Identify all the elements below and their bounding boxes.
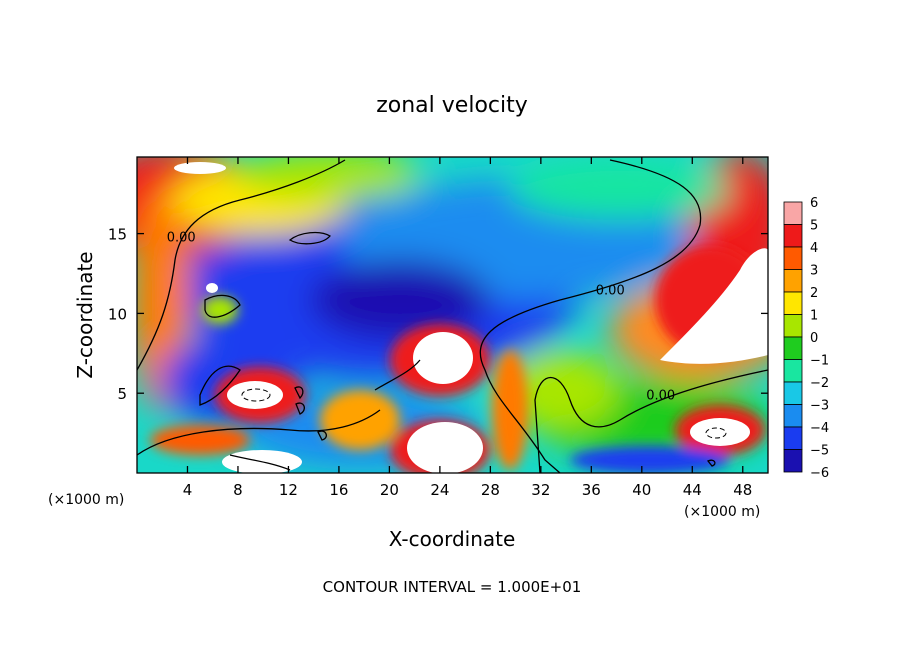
colorbar-swatch xyxy=(783,269,803,293)
x-tick-label: 40 xyxy=(632,481,651,499)
x-tick-label: 4 xyxy=(183,481,193,499)
contour-label: 0.00 xyxy=(646,389,675,404)
x-tick-label: 28 xyxy=(481,481,500,499)
colorbar-swatch xyxy=(783,359,803,383)
x-unit-left: (×1000 m) xyxy=(48,492,124,508)
colorbar-swatch xyxy=(783,314,803,338)
colorbar-swatch xyxy=(783,336,803,360)
plot-frame xyxy=(136,156,769,474)
colorbar-swatch xyxy=(783,224,803,248)
colorbar-label: 6 xyxy=(810,196,818,211)
contour-label: 0.00 xyxy=(167,231,196,246)
y-tick-label: 10 xyxy=(108,305,127,323)
x-tick-label: 20 xyxy=(380,481,399,499)
colorbar-label: −5 xyxy=(810,444,829,459)
colorbar-label: 1 xyxy=(810,309,818,324)
colorbar-label: 2 xyxy=(810,286,818,301)
colorbar-label: −2 xyxy=(810,376,829,391)
colorbar-label: −1 xyxy=(810,354,829,369)
colorbar: 6 5 4 3 2 1 0 −1 −2 −3 −4 −5 −6 xyxy=(783,196,829,481)
colorbar-swatch xyxy=(783,449,803,473)
contour-interval-footer: CONTOUR INTERVAL = 1.000E+01 xyxy=(323,578,582,596)
x-tick-label: 16 xyxy=(329,481,348,499)
y-tick-label: 5 xyxy=(117,385,127,403)
x-axis: 4 8 12 16 20 24 28 32 36 40 44 48 xyxy=(183,157,752,499)
colorbar-swatch xyxy=(783,246,803,270)
x-unit-right: (×1000 m) xyxy=(684,504,760,520)
colorbar-label: −4 xyxy=(810,421,829,436)
x-tick-label: 48 xyxy=(733,481,752,499)
velocity-field xyxy=(137,157,768,473)
x-tick-label: 36 xyxy=(582,481,601,499)
colorbar-label: 0 xyxy=(810,331,818,346)
x-tick-label: 44 xyxy=(683,481,702,499)
y-axis-label: Z-coordinate xyxy=(73,251,97,378)
colorbar-label: 5 xyxy=(810,219,818,234)
colorbar-swatch xyxy=(783,426,803,450)
y-tick-label: 15 xyxy=(108,226,127,244)
x-tick-label: 12 xyxy=(279,481,298,499)
colorbar-label: −6 xyxy=(810,466,829,481)
x-tick-label: 8 xyxy=(233,481,243,499)
colorbar-label: −3 xyxy=(810,399,829,414)
colorbar-swatch xyxy=(783,291,803,315)
colorbar-swatch xyxy=(783,381,803,405)
x-tick-label: 24 xyxy=(430,481,449,499)
chart-title: zonal velocity xyxy=(376,93,528,118)
y-axis: 5 10 15 xyxy=(108,226,768,403)
x-tick-label: 32 xyxy=(531,481,550,499)
colorbar-label: 4 xyxy=(810,241,818,256)
colorbar-label: 3 xyxy=(810,264,818,279)
colorbar-swatch xyxy=(783,404,803,428)
x-axis-label: X-coordinate xyxy=(389,527,516,551)
colorbar-swatch xyxy=(783,201,803,225)
contour-label: 0.00 xyxy=(596,283,625,298)
